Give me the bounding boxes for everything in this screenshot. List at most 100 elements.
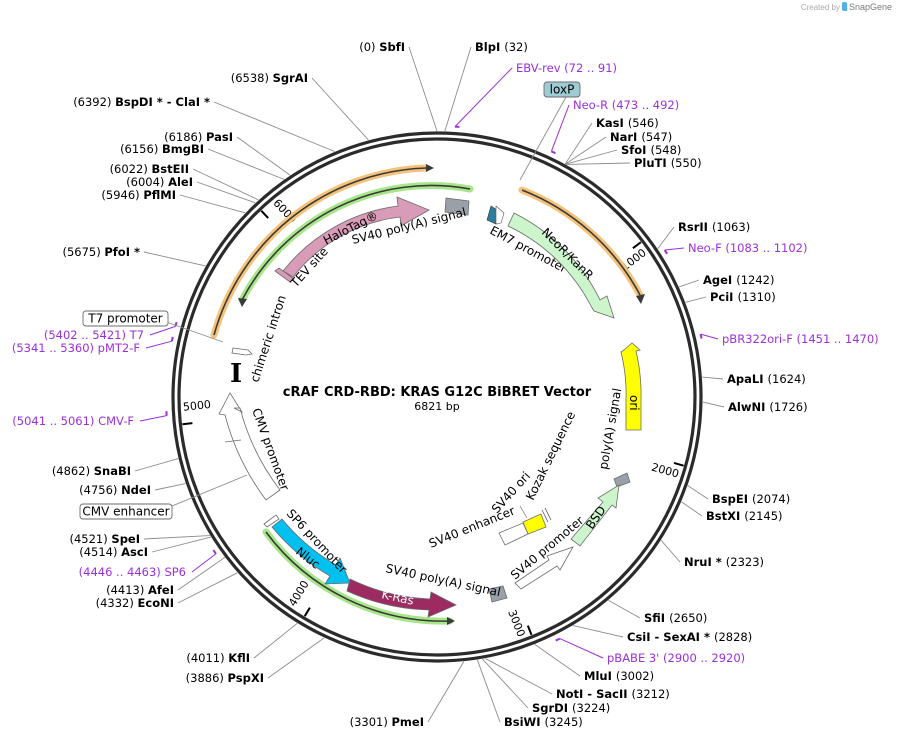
feature-ori[interactable]: ori — [620, 342, 642, 431]
primer-range: (5041 .. 5061) — [12, 414, 98, 428]
site-leader-line — [311, 77, 369, 141]
restriction-site[interactable]: AgeI (1242) — [703, 273, 774, 287]
restriction-site[interactable]: (3301) PmeI — [350, 715, 424, 729]
restriction-site[interactable]: (5946) PflMI — [101, 188, 176, 202]
restriction-site[interactable]: NarI (547) — [610, 130, 672, 144]
boxed-label[interactable]: loxP — [543, 81, 581, 98]
tick-label: 4000 — [286, 578, 312, 609]
feature-chimeric-intron[interactable]: I chimeric intron — [230, 293, 289, 389]
restriction-site[interactable]: (3886) PspXI — [186, 671, 264, 685]
site-name: BspDI * - ClaI * — [115, 95, 210, 109]
svg-text:(4332) EcoNI: (4332) EcoNI — [96, 596, 174, 610]
svg-text:Neo-R (473 .. 492): Neo-R (473 .. 492) — [573, 98, 679, 112]
svg-text:(0) SbfI: (0) SbfI — [359, 40, 405, 54]
restriction-site[interactable]: (4413) AfeI — [106, 583, 174, 597]
svg-text:(4521) SpeI: (4521) SpeI — [70, 532, 141, 546]
site-position: (1242) — [736, 273, 774, 287]
site-leader-line — [143, 535, 210, 540]
restriction-site[interactable]: (6186) PasI — [164, 130, 233, 144]
restriction-site[interactable]: (4514) AscI — [79, 545, 148, 559]
site-leader-line — [608, 599, 641, 619]
site-name: SnaBI — [94, 464, 131, 478]
primer[interactable]: Neo-R (473 .. 492) — [573, 98, 679, 112]
tick-mark — [260, 210, 269, 219]
snapgene-logo-icon — [841, 2, 847, 11]
site-name: CsiI - SexAI * — [627, 630, 714, 644]
site-name: BstEII — [151, 162, 189, 176]
chimeric-intron-label: chimeric intron — [248, 293, 289, 383]
restriction-site[interactable]: NotI - SacII (3212) — [556, 687, 670, 701]
restriction-site[interactable]: PciI (1310) — [710, 290, 776, 304]
site-leader-line — [565, 149, 618, 165]
primer-range: (1083 .. 1102) — [725, 241, 807, 255]
site-leader-line — [685, 296, 707, 303]
feature-k-ras[interactable]: K-Ras — [346, 578, 457, 618]
site-name: BlpI — [475, 40, 504, 54]
boxed-label[interactable]: T7 promoter — [82, 310, 169, 327]
site-leader-line — [702, 401, 725, 408]
primer-name: Neo-R — [573, 98, 612, 112]
restriction-site[interactable]: (4862) SnaBI — [52, 464, 131, 478]
boxed-label[interactable]: CMV enhancer — [79, 503, 173, 520]
site-leader-line — [444, 46, 472, 132]
restriction-site[interactable]: NruI * (2323) — [684, 555, 764, 569]
site-name: NarI — [610, 130, 641, 144]
site-name: EcoNI — [138, 596, 174, 610]
restriction-site[interactable]: BsiWI (3245) — [504, 715, 583, 729]
primer-mark — [550, 150, 556, 155]
primer[interactable]: (4446 .. 4463) SP6 — [79, 565, 186, 579]
restriction-site[interactable]: RsrII (1063) — [678, 220, 750, 234]
intron-glyph-icon: I — [230, 359, 242, 389]
restriction-site[interactable]: (4011) KflI — [186, 651, 250, 665]
primer[interactable]: (5041 .. 5061) CMV-F — [12, 414, 134, 428]
site-name: BstXI — [706, 509, 744, 523]
restriction-site[interactable]: BlpI (32) — [475, 40, 528, 54]
restriction-site[interactable]: SfoI (548) — [621, 143, 681, 157]
restriction-site[interactable]: (4332) EcoNI — [96, 596, 174, 610]
primer[interactable]: pBR322ori-F (1451 .. 1470) — [722, 332, 879, 346]
svg-text:pBABE 3' (2900 .. 2920): pBABE 3' (2900 .. 2920) — [607, 651, 745, 665]
restriction-site[interactable]: ApaLI (1624) — [727, 372, 806, 386]
svg-text:(5341 .. 5360) pMT2-F: (5341 .. 5360) pMT2-F — [12, 341, 140, 355]
restriction-site[interactable]: (0) SbfI — [359, 40, 405, 54]
site-position: (546) — [628, 116, 659, 130]
restriction-site[interactable]: CsiI - SexAI * (2828) — [627, 630, 752, 644]
restriction-site[interactable]: (4756) NdeI — [79, 483, 151, 497]
svg-text:(4011) KflI: (4011) KflI — [186, 651, 250, 665]
primer[interactable]: EBV-rev (72 .. 91) — [516, 61, 617, 75]
feature-sv40-enhancer[interactable]: SV40 enhancer — [427, 504, 529, 551]
site-leader-line — [687, 485, 709, 500]
svg-text:AgeI (1242): AgeI (1242) — [703, 273, 774, 287]
site-position: (550) — [671, 156, 702, 170]
restriction-site[interactable]: SgrDI (3224) — [532, 701, 610, 715]
primer-labels: EBV-rev (72 .. 91)Neo-R (473 .. 492)Neo-… — [12, 61, 879, 665]
site-position: (6004) — [126, 175, 168, 189]
restriction-site[interactable]: (6392) BspDI * - ClaI * — [73, 95, 210, 109]
restriction-site[interactable]: PluTI (550) — [634, 156, 702, 170]
restriction-site[interactable]: AlwNI (1726) — [728, 400, 808, 414]
primer[interactable]: Neo-F (1083 .. 1102) — [688, 241, 808, 255]
feature-cmv-promoter[interactable]: CMV promoter — [218, 392, 292, 501]
site-leader-line — [476, 659, 501, 723]
restriction-site[interactable]: (6156) BmgBI — [120, 142, 204, 156]
site-name: SgrDI — [532, 701, 572, 715]
feature-polya-signal[interactable]: poly(A) signal — [596, 387, 631, 488]
restriction-site[interactable]: (5675) PfoI * — [62, 245, 140, 259]
restriction-site[interactable]: KasI (546) — [596, 116, 659, 130]
primer-range: (1451 .. 1470) — [797, 332, 879, 346]
primer[interactable]: (5402 .. 5421) T7 — [44, 328, 144, 342]
restriction-site[interactable]: BstXI (2145) — [706, 509, 783, 523]
site-leader-line — [702, 376, 724, 380]
restriction-site[interactable]: BspEI (2074) — [712, 492, 790, 506]
restriction-site[interactable]: (6022) BstEII — [110, 162, 189, 176]
primer[interactable]: pBABE 3' (2900 .. 2920) — [607, 651, 745, 665]
restriction-site[interactable]: (4521) SpeI — [70, 532, 141, 546]
restriction-site[interactable]: MluI (3002) — [584, 669, 654, 683]
restriction-site[interactable]: SfiI (2650) — [644, 611, 707, 625]
orf-arcs — [210, 164, 645, 625]
primer[interactable]: (5341 .. 5360) pMT2-F — [12, 341, 140, 355]
primer-name: SP6 — [164, 565, 186, 579]
restriction-site[interactable]: (6538) SgrAI — [231, 71, 308, 85]
feature-kozak[interactable]: Kozak sequence — [523, 409, 578, 523]
restriction-site[interactable]: (6004) AleI — [126, 175, 193, 189]
